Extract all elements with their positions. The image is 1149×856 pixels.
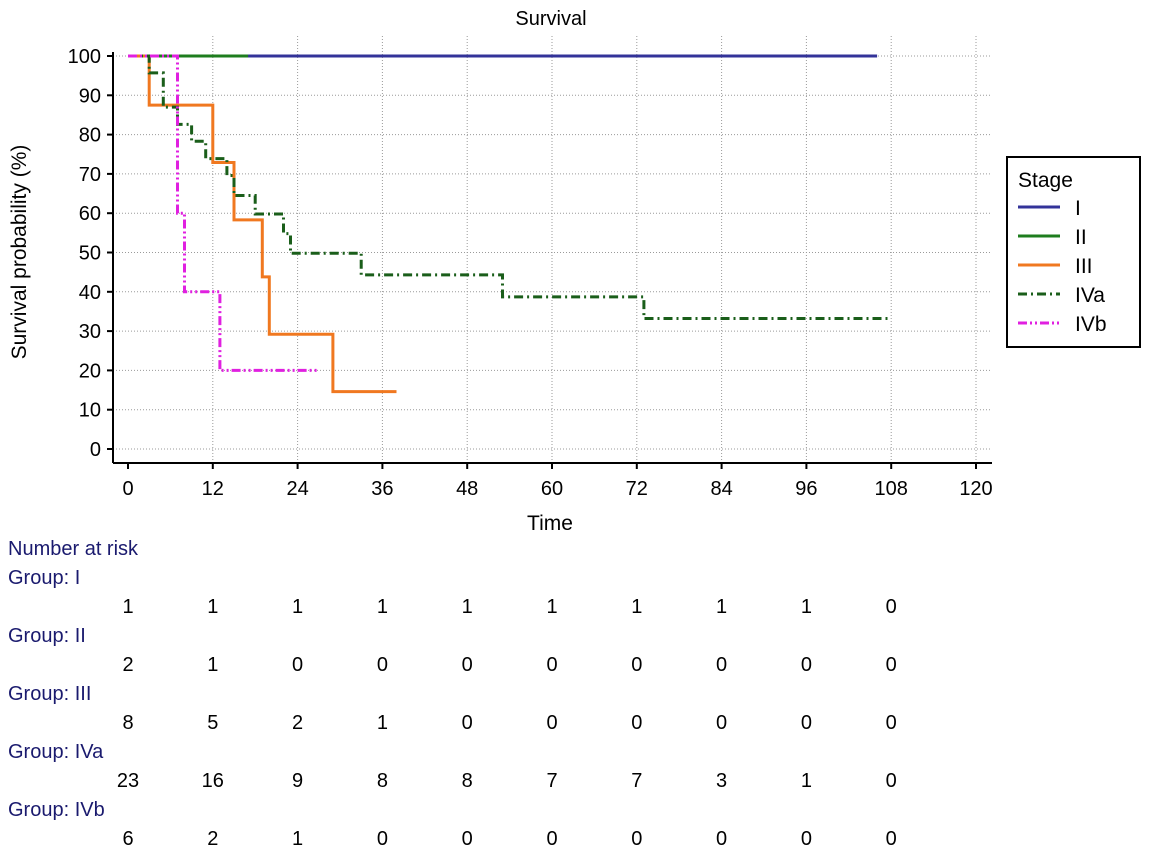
risk-count: 0 bbox=[716, 654, 728, 676]
risk-count: 9 bbox=[292, 770, 304, 792]
risk-count: 0 bbox=[885, 770, 897, 792]
risk-count: 16 bbox=[201, 770, 224, 792]
x-tick-label: 24 bbox=[286, 478, 308, 500]
risk-count: 0 bbox=[885, 712, 897, 734]
risk-count: 1 bbox=[461, 596, 473, 618]
risk-count: 0 bbox=[546, 654, 558, 676]
legend-label-ii: II bbox=[1075, 226, 1087, 249]
risk-group-label: Group: I bbox=[8, 567, 81, 589]
risk-count: 2 bbox=[122, 654, 134, 676]
x-tick-label: 12 bbox=[202, 478, 224, 500]
risk-count: 1 bbox=[292, 828, 304, 850]
x-tick-label: 72 bbox=[626, 478, 648, 500]
y-tick-label: 20 bbox=[79, 360, 101, 382]
risk-count: 1 bbox=[292, 596, 304, 618]
risk-count: 0 bbox=[292, 654, 304, 676]
risk-count: 1 bbox=[122, 596, 134, 618]
risk-count: 1 bbox=[376, 712, 388, 734]
curve-iva bbox=[128, 54, 892, 320]
risk-count: 1 bbox=[207, 596, 219, 618]
risk-count: 7 bbox=[631, 770, 643, 792]
x-tick-label: 60 bbox=[541, 478, 563, 500]
risk-count: 1 bbox=[800, 770, 812, 792]
y-tick-label: 0 bbox=[90, 439, 101, 461]
risk-count: 1 bbox=[546, 596, 558, 618]
risk-count: 0 bbox=[376, 828, 388, 850]
grid-lines bbox=[113, 36, 990, 463]
risk-count: 0 bbox=[631, 654, 643, 676]
survival-chart: Survival 0 10 20 30 40 50 60 70 80 90 100 0 12 24 36 48… bbox=[8, 8, 1141, 535]
risk-count: 8 bbox=[461, 770, 473, 792]
risk-count: 2 bbox=[207, 828, 219, 850]
y-tick-label: 10 bbox=[79, 400, 101, 422]
risk-count: 0 bbox=[716, 712, 728, 734]
y-tick-label: 30 bbox=[79, 321, 101, 343]
legend-label-iva: IVa bbox=[1075, 284, 1105, 307]
risk-count: 8 bbox=[122, 712, 134, 734]
x-tick-label: 84 bbox=[710, 478, 732, 500]
risk-group-label: Group: IVa bbox=[8, 741, 104, 763]
x-tick-label: 36 bbox=[371, 478, 393, 500]
y-tick-label: 70 bbox=[79, 164, 101, 186]
x-tick-label: 120 bbox=[959, 478, 992, 500]
risk-count: 1 bbox=[207, 654, 219, 676]
x-tick-label: 48 bbox=[456, 478, 478, 500]
axes bbox=[107, 52, 992, 469]
legend-label-i: I bbox=[1075, 197, 1081, 220]
risk-count: 8 bbox=[376, 770, 388, 792]
risk-count: 0 bbox=[376, 654, 388, 676]
legend-label-ivb: IVb bbox=[1075, 313, 1107, 336]
risk-group-label: Group: II bbox=[8, 625, 86, 647]
legend-label-iii: III bbox=[1075, 255, 1093, 278]
risk-count: 1 bbox=[800, 596, 812, 618]
y-tick-label: 40 bbox=[79, 282, 101, 304]
risk-count: 1 bbox=[716, 596, 728, 618]
risk-count: 7 bbox=[546, 770, 558, 792]
risk-count: 1 bbox=[631, 596, 643, 618]
risk-count: 0 bbox=[716, 828, 728, 850]
risk-group-label: Group: IVb bbox=[8, 799, 105, 821]
risk-count: 0 bbox=[546, 828, 558, 850]
risk-count: 0 bbox=[885, 828, 897, 850]
survival-curves bbox=[128, 54, 892, 394]
risk-count: 1 bbox=[376, 596, 388, 618]
risk-count: 3 bbox=[716, 770, 728, 792]
risk-count: 0 bbox=[800, 828, 812, 850]
y-axis-label: Survival probability (%) bbox=[8, 145, 31, 360]
y-tick-label: 90 bbox=[79, 85, 101, 107]
risk-count: 0 bbox=[631, 712, 643, 734]
risk-table-title: Number at risk bbox=[8, 538, 139, 560]
risk-count: 0 bbox=[461, 654, 473, 676]
risk-count: 6 bbox=[122, 828, 134, 850]
x-tick-label: 96 bbox=[795, 478, 817, 500]
risk-count: 0 bbox=[800, 712, 812, 734]
y-tick-label: 60 bbox=[79, 203, 101, 225]
risk-count: 2 bbox=[292, 712, 304, 734]
risk-count: 0 bbox=[546, 712, 558, 734]
legend-box bbox=[1006, 156, 1141, 348]
y-tick-label: 100 bbox=[68, 46, 101, 68]
risk-count: 0 bbox=[631, 828, 643, 850]
risk-group-label: Group: III bbox=[8, 683, 92, 705]
x-tick-label: 108 bbox=[875, 478, 908, 500]
chart-title: Survival bbox=[515, 8, 586, 30]
tick-labels: 0 10 20 30 40 50 60 70 80 90 100 0 12 24 36 48 60 72 84 96 1… bbox=[68, 46, 993, 500]
curve-iii bbox=[128, 54, 397, 394]
risk-count: 5 bbox=[207, 712, 219, 734]
risk-count: 0 bbox=[461, 828, 473, 850]
risk-count: 0 bbox=[885, 596, 897, 618]
risk-count: 0 bbox=[885, 654, 897, 676]
legend-title: Stage bbox=[1018, 169, 1073, 192]
y-tick-label: 50 bbox=[79, 243, 101, 265]
risk-count: 0 bbox=[800, 654, 812, 676]
risk-count: 0 bbox=[461, 712, 473, 734]
y-tick-label: 80 bbox=[79, 125, 101, 147]
risk-count: 23 bbox=[116, 770, 140, 792]
x-tick-label: 0 bbox=[122, 478, 133, 500]
x-axis-label: Time bbox=[527, 512, 573, 535]
